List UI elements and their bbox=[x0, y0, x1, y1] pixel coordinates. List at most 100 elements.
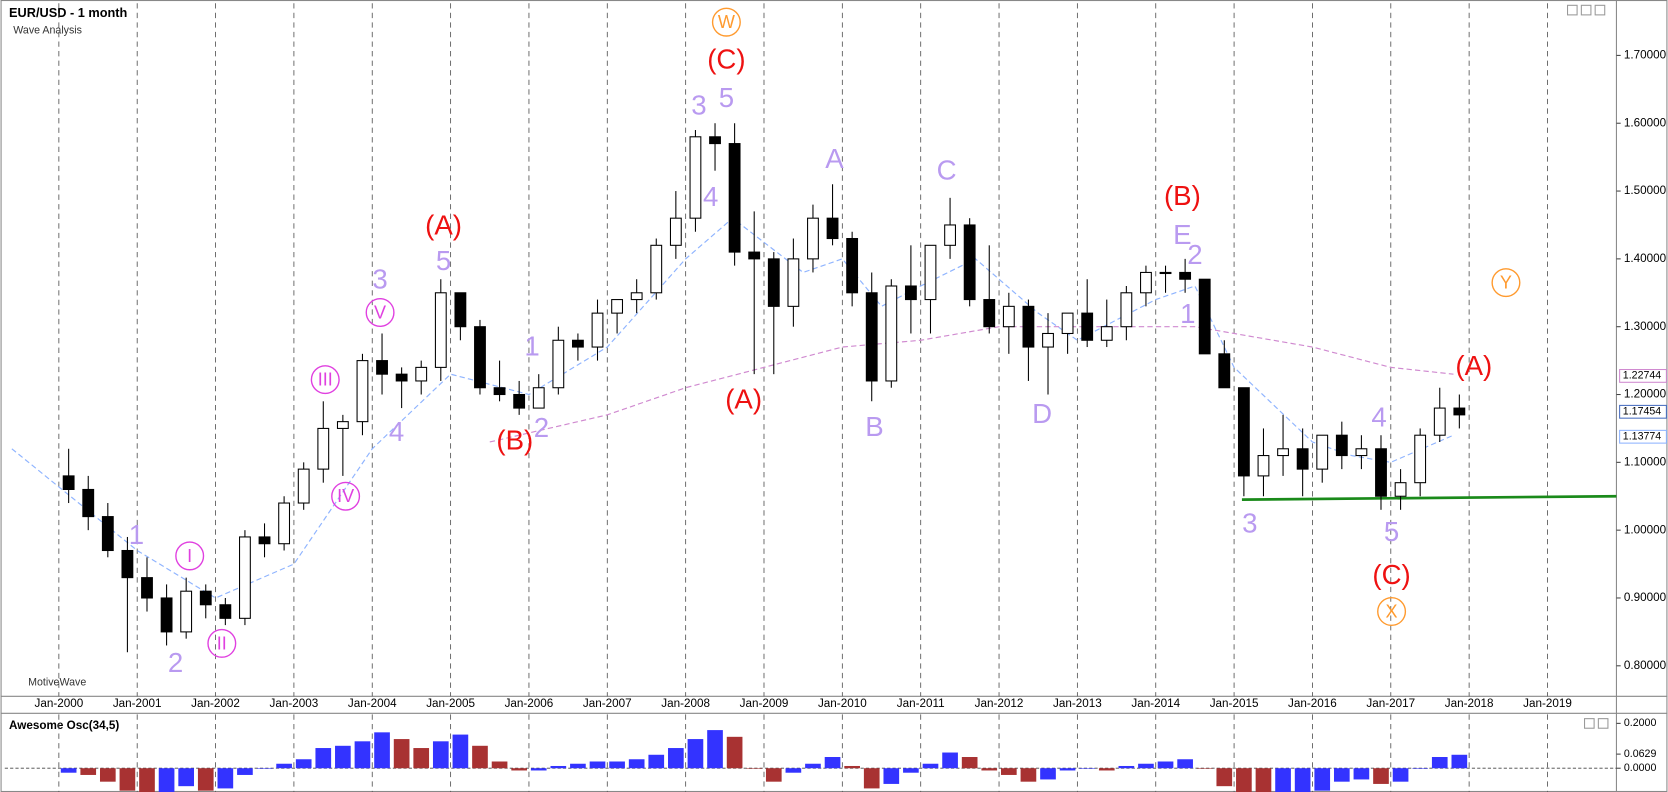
candle-body bbox=[1335, 434, 1348, 457]
osc-bar bbox=[197, 768, 214, 791]
candle-body bbox=[1433, 407, 1446, 436]
price-tag-label: 1.13774 bbox=[1623, 431, 1661, 443]
osc-bar bbox=[60, 768, 77, 773]
icon[interactable] bbox=[1566, 4, 1578, 16]
candle-body bbox=[1355, 448, 1368, 457]
candle-body bbox=[278, 502, 291, 545]
x-tick-label: Jan-2013 bbox=[1053, 697, 1102, 710]
candle-body bbox=[1414, 434, 1427, 484]
candle-body bbox=[611, 299, 624, 314]
candle-body bbox=[141, 577, 153, 599]
y-tick-label: 1.60000 bbox=[1624, 116, 1667, 129]
x-tick-label: Jan-2001 bbox=[113, 697, 162, 710]
y-tick-label: 0.90000 bbox=[1624, 591, 1667, 604]
wave-label: IV bbox=[337, 486, 354, 506]
x-tick-label: Jan-2004 bbox=[348, 697, 397, 710]
wave-label: C bbox=[937, 155, 957, 186]
candle-body bbox=[513, 393, 526, 409]
osc-bar bbox=[1314, 768, 1331, 791]
icon[interactable] bbox=[1594, 4, 1606, 16]
candle-body bbox=[82, 488, 95, 518]
osc-bar bbox=[1373, 768, 1389, 784]
osc-tick-label: 0.2000 bbox=[1624, 717, 1657, 729]
osc-bar bbox=[648, 754, 665, 769]
osc-bar bbox=[1431, 757, 1448, 769]
wave-label: 1 bbox=[524, 330, 539, 361]
wave-label: D bbox=[1032, 398, 1052, 429]
osc-bar bbox=[687, 739, 704, 769]
osc-bar bbox=[119, 768, 136, 791]
wave-label: (B) bbox=[496, 425, 533, 456]
wave-label-circle bbox=[1491, 268, 1521, 298]
candle-body bbox=[454, 292, 467, 328]
candle-body bbox=[630, 292, 643, 301]
candle-body bbox=[728, 143, 741, 253]
candle-body bbox=[434, 292, 447, 368]
candle-body bbox=[865, 292, 878, 382]
candle-body bbox=[1375, 448, 1387, 497]
candle-body bbox=[1218, 353, 1231, 389]
y-tick-label: 1.20000 bbox=[1624, 388, 1667, 401]
wave-label: 4 bbox=[389, 416, 404, 447]
y-tick-label: 1.10000 bbox=[1624, 455, 1667, 468]
wave-label: A bbox=[825, 143, 844, 174]
candle-body bbox=[552, 339, 565, 389]
osc-bar bbox=[1294, 768, 1311, 792]
price-tag bbox=[1619, 404, 1667, 419]
y-tick-label: 1.30000 bbox=[1624, 320, 1667, 333]
candle-body bbox=[1296, 448, 1309, 470]
candle-body bbox=[963, 224, 976, 301]
x-tick-label: Jan-2015 bbox=[1210, 697, 1259, 710]
osc-bar bbox=[1118, 765, 1135, 769]
wave-label: 2 bbox=[168, 647, 183, 678]
wave-label-circle bbox=[207, 628, 237, 658]
osc-tick-label: 0.0000 bbox=[1624, 762, 1657, 774]
x-tick-label: Jan-2009 bbox=[740, 697, 789, 710]
candle-body bbox=[1179, 271, 1192, 280]
osc-bar bbox=[530, 768, 547, 771]
icon[interactable] bbox=[1580, 4, 1592, 16]
candle-body bbox=[1042, 332, 1054, 348]
candle-body bbox=[748, 251, 761, 260]
osc-bar bbox=[844, 765, 860, 769]
wave-label: W bbox=[718, 12, 735, 32]
candle-body bbox=[1022, 305, 1035, 348]
candle-body bbox=[983, 299, 996, 328]
osc-bar bbox=[1353, 768, 1370, 780]
candle-body bbox=[591, 312, 604, 348]
wave-label: 2 bbox=[1187, 239, 1202, 270]
oscillator-title: Awesome Osc(34,5) bbox=[9, 719, 119, 732]
osc-bar bbox=[374, 732, 390, 769]
wave-label-circle bbox=[711, 7, 741, 37]
wave-label: 2 bbox=[534, 412, 549, 443]
candle-body bbox=[199, 590, 212, 606]
candle-body bbox=[1002, 305, 1015, 328]
candle-body bbox=[885, 285, 898, 382]
wave-label: (A) bbox=[425, 210, 462, 241]
icon[interactable] bbox=[1584, 718, 1595, 729]
osc-bar bbox=[80, 768, 97, 775]
candle-body bbox=[1081, 312, 1094, 341]
wave-label: V bbox=[374, 302, 386, 322]
candle-body bbox=[1061, 312, 1074, 335]
osc-tick-label: 0.0629 bbox=[1624, 748, 1657, 760]
candle-body bbox=[1198, 278, 1211, 355]
candle-body bbox=[121, 549, 134, 579]
candle-body bbox=[160, 597, 173, 633]
wave-label: (A) bbox=[1455, 350, 1492, 381]
candle-body bbox=[709, 136, 721, 145]
osc-bar bbox=[354, 741, 371, 769]
osc-bar bbox=[1333, 768, 1350, 782]
osc-bar bbox=[99, 768, 116, 782]
chart-subtitle: Wave Analysis bbox=[13, 25, 82, 37]
moving-average bbox=[489, 326, 1454, 443]
icon[interactable] bbox=[1597, 718, 1609, 729]
toolbar-icons[interactable] bbox=[1566, 4, 1609, 729]
y-tick-label: 1.40000 bbox=[1624, 252, 1667, 265]
osc-bar bbox=[1079, 768, 1096, 769]
candle-body bbox=[1453, 407, 1466, 416]
wave-label: 3 bbox=[372, 263, 387, 294]
osc-bar bbox=[922, 763, 939, 769]
y-tick-label: 1.70000 bbox=[1624, 49, 1667, 62]
